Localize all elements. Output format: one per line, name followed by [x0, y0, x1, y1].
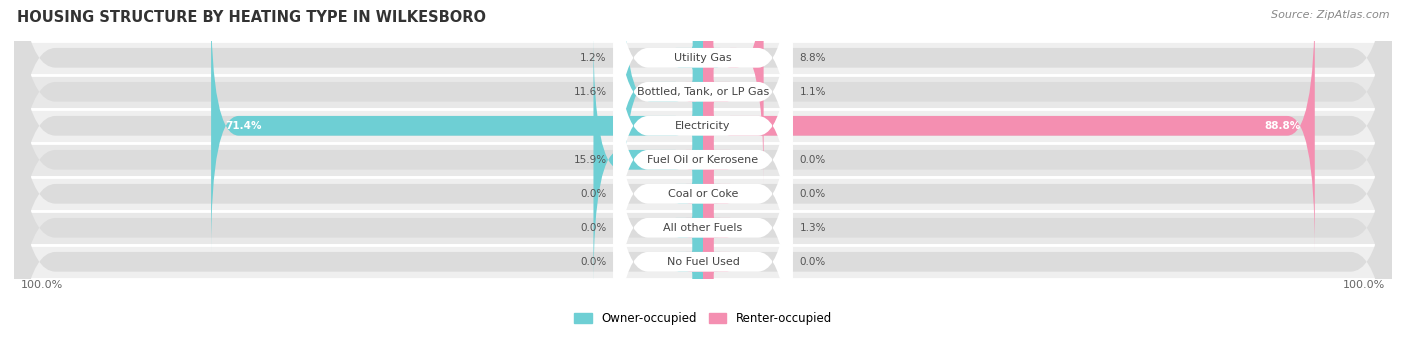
FancyBboxPatch shape [14, 68, 1392, 340]
Text: 100.0%: 100.0% [21, 280, 63, 290]
FancyBboxPatch shape [613, 68, 793, 340]
Text: 0.0%: 0.0% [581, 189, 606, 199]
FancyBboxPatch shape [14, 0, 1392, 252]
Text: Bottled, Tank, or LP Gas: Bottled, Tank, or LP Gas [637, 87, 769, 97]
FancyBboxPatch shape [14, 0, 1392, 340]
Text: No Fuel Used: No Fuel Used [666, 257, 740, 267]
Text: 1.1%: 1.1% [800, 87, 825, 97]
FancyBboxPatch shape [686, 34, 731, 286]
Text: Electricity: Electricity [675, 121, 731, 131]
FancyBboxPatch shape [675, 0, 720, 184]
FancyBboxPatch shape [593, 34, 703, 286]
FancyBboxPatch shape [14, 34, 1392, 340]
Bar [14, 245, 1392, 279]
Text: 100.0%: 100.0% [1343, 280, 1385, 290]
Text: 8.8%: 8.8% [800, 53, 825, 63]
Text: Coal or Coke: Coal or Coke [668, 189, 738, 199]
FancyBboxPatch shape [613, 34, 793, 340]
FancyBboxPatch shape [14, 0, 1392, 320]
FancyBboxPatch shape [613, 0, 793, 320]
FancyBboxPatch shape [703, 0, 763, 184]
FancyBboxPatch shape [703, 0, 1315, 252]
FancyBboxPatch shape [211, 0, 703, 252]
FancyBboxPatch shape [675, 68, 720, 320]
FancyBboxPatch shape [686, 68, 731, 320]
Text: HOUSING STRUCTURE BY HEATING TYPE IN WILKESBORO: HOUSING STRUCTURE BY HEATING TYPE IN WIL… [17, 10, 486, 25]
Text: 11.6%: 11.6% [574, 87, 606, 97]
Text: 0.0%: 0.0% [581, 257, 606, 267]
Text: 0.0%: 0.0% [581, 223, 606, 233]
Text: Source: ZipAtlas.com: Source: ZipAtlas.com [1271, 10, 1389, 20]
Text: 88.8%: 88.8% [1265, 121, 1301, 131]
FancyBboxPatch shape [613, 0, 793, 252]
Text: 15.9%: 15.9% [574, 155, 606, 165]
Text: 0.0%: 0.0% [800, 189, 825, 199]
Bar [14, 41, 1392, 75]
Text: 71.4%: 71.4% [225, 121, 262, 131]
Bar [14, 109, 1392, 143]
FancyBboxPatch shape [686, 136, 731, 340]
Text: 1.2%: 1.2% [581, 53, 606, 63]
FancyBboxPatch shape [613, 0, 793, 286]
Bar [14, 75, 1392, 109]
FancyBboxPatch shape [14, 0, 1392, 286]
FancyBboxPatch shape [14, 0, 1392, 340]
FancyBboxPatch shape [675, 102, 720, 340]
Legend: Owner-occupied, Renter-occupied: Owner-occupied, Renter-occupied [574, 312, 832, 325]
FancyBboxPatch shape [686, 0, 731, 218]
Text: 1.3%: 1.3% [800, 223, 825, 233]
FancyBboxPatch shape [686, 102, 731, 340]
FancyBboxPatch shape [613, 102, 793, 340]
FancyBboxPatch shape [623, 0, 703, 218]
FancyBboxPatch shape [675, 136, 720, 340]
Bar [14, 143, 1392, 177]
Bar [14, 177, 1392, 211]
Text: 0.0%: 0.0% [800, 155, 825, 165]
Text: All other Fuels: All other Fuels [664, 223, 742, 233]
Bar [14, 211, 1392, 245]
Text: 0.0%: 0.0% [800, 257, 825, 267]
Text: Utility Gas: Utility Gas [675, 53, 731, 63]
Text: Fuel Oil or Kerosene: Fuel Oil or Kerosene [647, 155, 759, 165]
FancyBboxPatch shape [613, 0, 793, 218]
